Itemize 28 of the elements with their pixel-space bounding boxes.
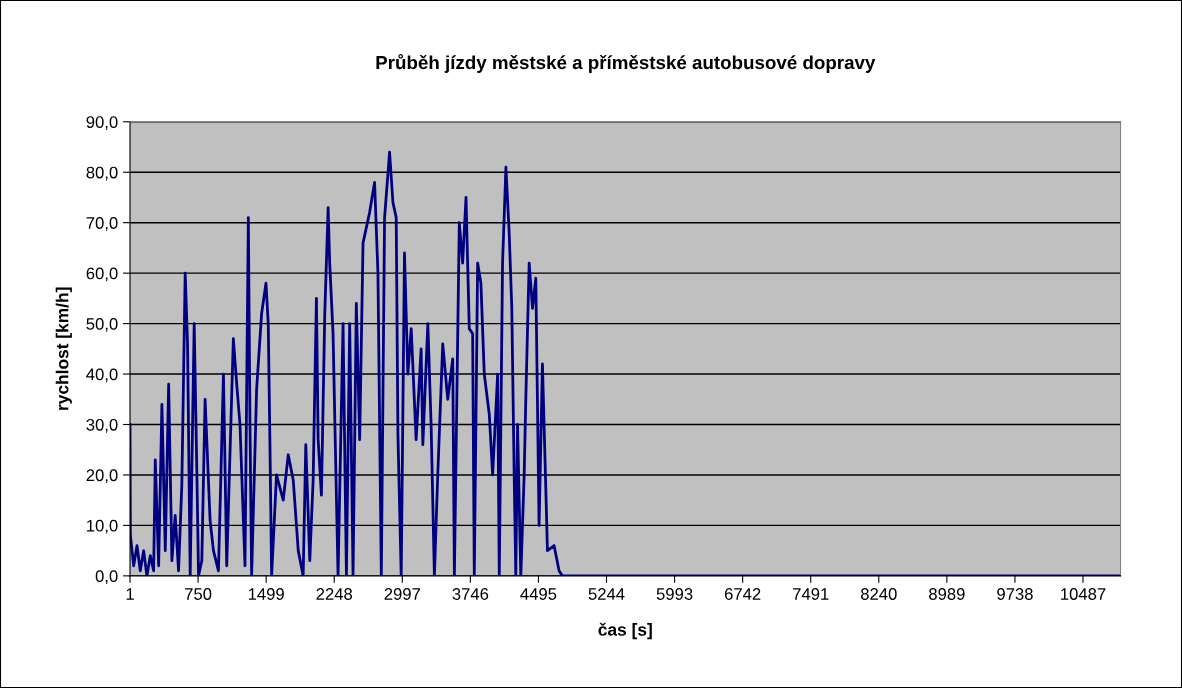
x-tick-label: 7491: [793, 588, 829, 600]
x-tick-label: 5244: [588, 588, 625, 600]
x-axis-title: čas [s]: [598, 622, 652, 640]
x-tick-label: 2248: [316, 588, 353, 600]
x-tick-label: 1499: [248, 588, 284, 600]
y-tick-label: 10,0: [87, 519, 118, 534]
x-tick-label: 3746: [452, 588, 489, 600]
x-tick-label: 2997: [384, 588, 420, 600]
y-tick-label: 80,0: [86, 166, 118, 181]
y-tick-label: 60,0: [86, 267, 118, 282]
y-tick-label: 40,0: [86, 368, 118, 383]
x-tick-label: 750: [185, 588, 212, 600]
x-tick-label: 10487: [1061, 588, 1106, 600]
y-axis-title: rychlost [km/h]: [55, 287, 72, 410]
y-tick-label: 0,0: [95, 570, 118, 585]
y-tick-label: 30,0: [86, 418, 118, 433]
y-tick-label: 50,0: [86, 317, 118, 332]
x-tick-label: 6742: [724, 588, 761, 600]
x-tick-label: 8240: [860, 588, 897, 600]
y-tick-label: 20,0: [86, 469, 118, 484]
y-tick-label: 70,0: [86, 217, 118, 231]
chart-title: Průběh jízdy městské a příměstské autobusové dopravy: [376, 53, 876, 73]
x-tick-label: 8989: [929, 588, 965, 600]
x-tick-label: 1: [126, 588, 134, 600]
x-tick-label: 9738: [997, 588, 1033, 600]
x-tick-label: 5993: [656, 588, 693, 600]
x-tick-label: 4495: [520, 588, 557, 600]
y-tick-label: 90,0: [86, 116, 118, 130]
